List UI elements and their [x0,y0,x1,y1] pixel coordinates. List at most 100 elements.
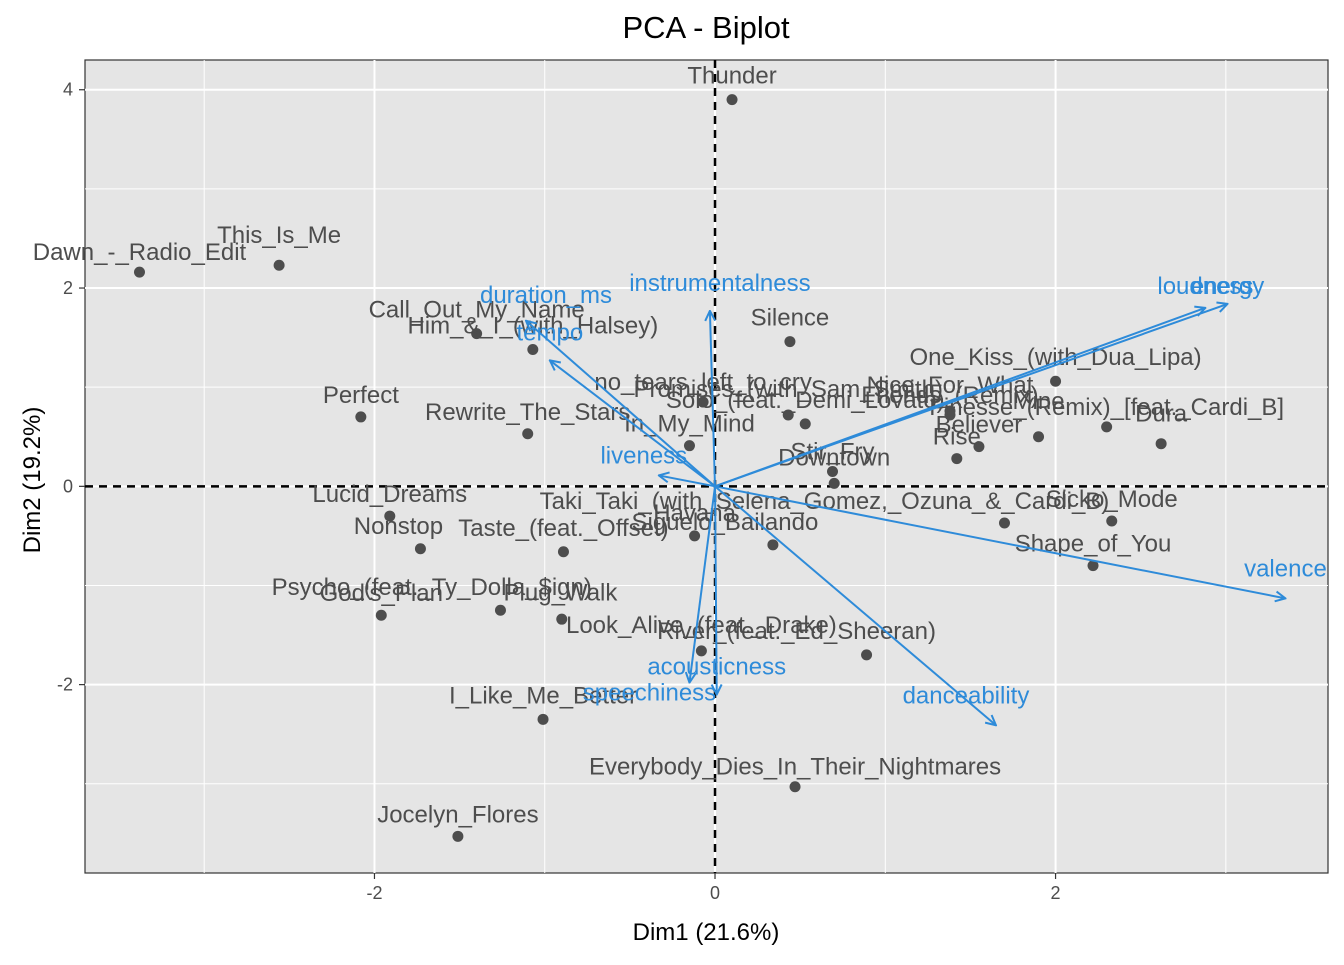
individual-point [784,336,796,348]
y-tick-label: 4 [63,80,73,100]
individual-point [683,440,695,452]
individual-label: Lucid_Dreams [312,481,467,508]
individual-point [944,409,956,421]
individual-point [789,781,801,793]
individual-label: Believer [936,412,1023,439]
individual-point [1087,560,1099,572]
variable-label: instrumentalness [629,270,810,297]
variable-arrow [714,485,996,725]
y-tick-label: 0 [63,476,73,496]
individual-label: Look_Alive_(feat._Drake) [566,612,837,639]
individual-point [767,539,779,551]
individual-point [522,428,534,440]
variable-label: speechiness [583,680,716,707]
variable-arrow [710,311,715,487]
individual-label: Call_Out_My_Name [369,297,585,324]
chart-title: PCA - Biplot [622,10,790,45]
individual-label: Taki_Taki_(with_Selena_Gomez,_Ozuna_&_Ca… [540,488,1110,515]
individual-label: River_(feat._Ed_Sheeran) [657,618,936,645]
y-axis-title: Dim2 (19.2%) [19,407,46,554]
plot-panel [84,59,1329,874]
individual-label: no_tears_left_to_cry [594,369,811,396]
x-axis-title: Dim1 (21.6%) [633,919,780,946]
individual-point [828,477,840,489]
variable-arrow [714,304,1228,488]
individual-label: Friends_(Remix) [861,382,1038,409]
variable-arrow [715,486,717,694]
individual-label: Siguelo_Bailando [631,509,818,536]
individual-label: Nice_For_What [867,372,1034,399]
individual-label: Plug_Walk [504,579,619,606]
individual-label: Dawn_-_Radio_Edit [33,239,247,266]
variable-arrow [526,321,716,488]
individual-point [799,418,811,430]
variable-label: valence [1244,555,1327,582]
variable-label: loudness [1157,273,1253,300]
individual-point [1155,438,1167,450]
variable-label: liveness [600,442,687,469]
variable-label: tempo [516,319,583,346]
individual-point [273,259,285,271]
individual-point [414,543,426,555]
individual-point [697,396,709,408]
individual-label: Taste_(feat._Offset) [458,515,668,542]
individual-point [537,713,549,725]
individual-label: Sicko_Mode [1046,486,1178,513]
individual-point [998,517,1010,529]
individual-point [689,530,701,542]
individual-point [782,409,794,421]
individual-point [951,453,963,465]
individual-point [384,510,396,522]
x-tick-label: -2 [366,883,382,903]
x-tick-label: 2 [1051,883,1061,903]
y-tick-label: -2 [57,675,73,695]
individual-point [1101,421,1113,433]
individual-point [1033,431,1045,443]
individual-point [1106,515,1118,527]
individual-point [1050,375,1062,387]
individual-point [133,266,145,278]
axis-ticks: -2 0 2 -2 0 2 4 [57,80,1061,903]
y-tick-label: 2 [63,278,73,298]
individual-label: Psycho_(feat._Ty_Dolla_$ign) [272,574,592,601]
individual-label: Finesse_(Remix)_[feat._Cardi_B] [929,394,1284,421]
individual-label: Nonstop [354,513,443,540]
individual-label: This_Is_Me [217,222,341,249]
variable-label: danceability [903,682,1030,709]
individual-label: Shape_of_You [1015,531,1172,558]
individual-point [827,465,839,477]
individual-point [556,613,568,625]
individual-point [471,328,483,340]
individual-point [861,649,873,661]
individual-point [726,94,738,106]
individual-label: God's_Plan [320,580,443,607]
individual-label: I_Like_Me_Better [449,682,637,709]
individual-point [375,609,387,621]
variable-arrow [550,360,716,488]
variable-label: duration_ms [480,282,612,309]
grid-lines [85,60,1328,873]
variable-arrow [689,486,717,682]
individual-label: Promises_(with_Sam_Smith) [634,376,943,403]
individual-point [973,441,985,453]
individual-point [452,830,464,842]
individual-label: Rise [933,424,981,451]
individual-point [557,546,569,558]
individual-label: Thunder [687,63,776,90]
individual-point [355,411,367,423]
individual-label: Dura [1135,401,1188,428]
variable-arrow [714,485,1285,598]
individual-label: Perfect [323,382,399,409]
individual-label: One_Kiss_(with_Dua_Lipa) [909,344,1201,371]
variable-arrow [659,475,716,488]
individual-point [695,645,707,657]
variable-label: acousticness [647,654,786,681]
individual-label: Everybody_Dies_In_Their_Nightmares [589,754,1001,781]
individual-label: Havana [653,500,736,527]
individual-point [494,604,506,616]
individual-label: Rewrite_The_Stars [425,399,630,426]
individual-point [527,344,539,356]
